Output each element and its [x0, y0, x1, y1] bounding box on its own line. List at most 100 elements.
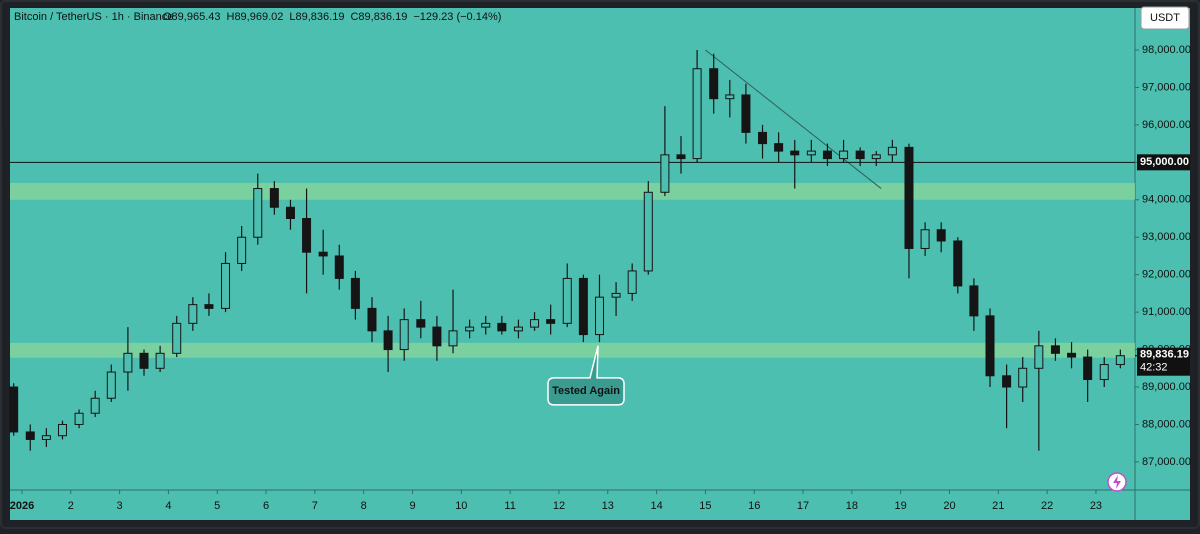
candle-body [530, 319, 540, 328]
x-tick-label: 9 [409, 500, 415, 512]
candle-body [692, 68, 702, 160]
legend-value: −129.23 (−0.14%) [413, 11, 501, 23]
x-tick-label: 20 [943, 500, 955, 512]
legend-value: O89,965.43 [163, 11, 221, 23]
candle-body [969, 285, 979, 317]
last-price-box [1137, 347, 1190, 376]
countdown: 42:32 [1140, 362, 1168, 374]
candle-body [1002, 375, 1012, 388]
candle-body [481, 322, 491, 328]
x-tick-label: 23 [1090, 500, 1102, 512]
candle-body [562, 277, 572, 324]
candle-body [594, 296, 604, 336]
candle-body [9, 386, 19, 433]
candle-body [1018, 367, 1028, 388]
candle-body [448, 330, 458, 347]
x-tick-label: 21 [992, 500, 1004, 512]
candle-body [74, 412, 84, 425]
candle-body [1115, 355, 1125, 366]
candle-body [725, 94, 735, 100]
x-tick-label: 13 [602, 500, 614, 512]
x-tick-label: 11 [504, 500, 515, 512]
candle-body [709, 68, 719, 100]
candle-body [1050, 345, 1060, 354]
legend-value: H89,969.02 [227, 11, 284, 23]
candle-body [334, 255, 344, 279]
x-tick-label: 16 [748, 500, 760, 512]
candle-body [953, 240, 963, 287]
trendline [705, 49, 882, 189]
zone [10, 342, 1135, 358]
candle-body [546, 319, 556, 324]
price-axis-background [1135, 8, 1190, 490]
candle-body [855, 150, 865, 160]
candle-body [904, 146, 914, 249]
candle-body [920, 229, 930, 249]
x-tick-label: 12 [553, 500, 565, 512]
candle-body [221, 262, 231, 309]
y-tick-label: 88,000.00 [1142, 418, 1191, 430]
candle-body [155, 352, 165, 369]
candle-body [90, 397, 100, 414]
legend-value: C89,836.19 [350, 11, 407, 23]
x-tick-label: 2026 [10, 500, 34, 512]
candle-body [806, 150, 816, 156]
candle-body [237, 236, 247, 264]
candle-body [643, 191, 653, 272]
candle-body [383, 330, 393, 351]
icon-bolt[interactable] [1113, 475, 1121, 489]
currency-label[interactable]: USDT [1150, 12, 1180, 24]
x-tick-label: 22 [1041, 500, 1053, 512]
candle-body [741, 94, 751, 133]
candle-body [399, 319, 409, 351]
price-label-box [1137, 154, 1190, 171]
candle-body [123, 352, 133, 373]
candle-body [416, 319, 426, 328]
plot-area [10, 8, 1190, 520]
x-tick-label: 3 [117, 500, 123, 512]
currency-button[interactable] [1140, 6, 1190, 30]
x-tick-label: 6 [263, 500, 269, 512]
candle-body [269, 188, 279, 208]
candle-body [985, 315, 995, 377]
y-tick-label: 94,000.00 [1142, 194, 1191, 206]
candle-body [172, 322, 182, 354]
y-tick-label: 89,000.00 [1142, 381, 1191, 393]
candle-body [318, 251, 328, 257]
candle-body [887, 146, 897, 156]
candle-body [513, 326, 523, 332]
annotation-callout [547, 345, 625, 406]
candle-body [465, 326, 475, 332]
y-tick-label: 93,000.00 [1142, 231, 1191, 243]
x-tick-label: 14 [650, 500, 662, 512]
x-tick-label: 8 [361, 500, 367, 512]
candle-body [936, 229, 946, 242]
price-label: 95,000.00 [1140, 156, 1189, 168]
candle-body [302, 218, 312, 253]
y-tick-label: 98,000.00 [1142, 44, 1191, 56]
x-tick-label: 10 [455, 500, 467, 512]
lightning-icon[interactable] [1107, 472, 1127, 492]
last-price-label: 89,836.19 [1140, 349, 1189, 361]
y-tick-label: 91,000.00 [1142, 306, 1191, 318]
ohlc-legend: O89,965.43 H89,969.02 L89,836.19 C89,836.19… [163, 11, 501, 23]
candle-body [660, 154, 670, 193]
time-axis-background [10, 490, 1190, 520]
candle-body [139, 352, 149, 369]
candle-body [57, 423, 67, 437]
x-tick-label: 5 [214, 500, 220, 512]
candle-body [41, 435, 51, 440]
candle-body [1083, 356, 1093, 381]
candle-body [253, 188, 263, 238]
candle-body [1099, 364, 1109, 381]
x-tick-label: 2 [68, 500, 74, 512]
candle-body [627, 270, 637, 294]
candle-body [871, 154, 881, 160]
x-tick-label: 7 [312, 500, 318, 512]
y-tick-label: 87,000.00 [1142, 456, 1191, 468]
candle-body [676, 154, 686, 160]
candle-body [432, 326, 442, 347]
candle-body [1034, 345, 1044, 369]
x-tick-label: 17 [797, 500, 809, 512]
